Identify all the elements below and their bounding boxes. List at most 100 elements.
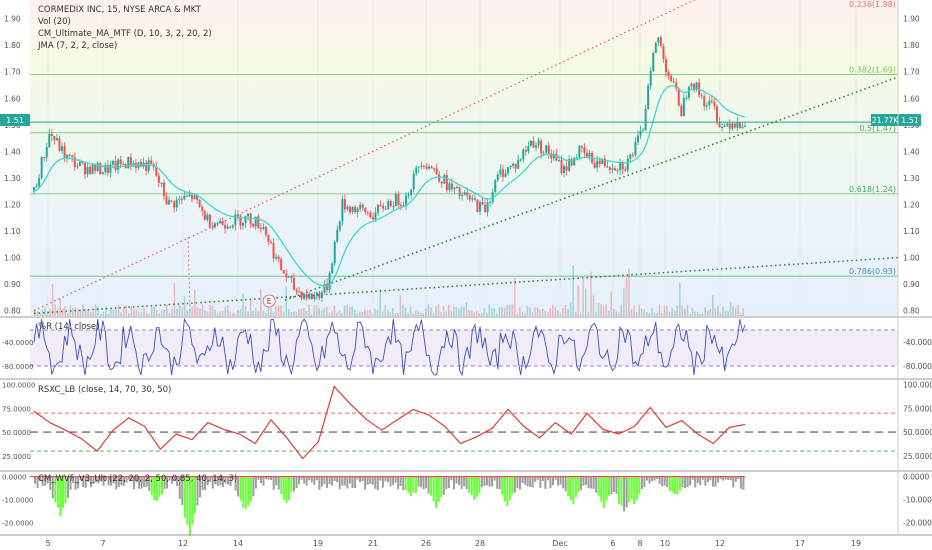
volume-bar: [331, 311, 333, 316]
moving-average-line: [33, 85, 746, 287]
candle-body: [318, 292, 321, 298]
price-pane-background: [30, 0, 898, 316]
fib-level-label: 0.786(0.93): [849, 267, 896, 276]
volume-bar: [51, 284, 54, 316]
volume-bar: [468, 309, 470, 316]
candle-body: [435, 168, 438, 175]
volume-bar: [727, 311, 729, 316]
earnings-marker[interactable]: E: [262, 294, 276, 308]
indicator-legend-ma: CM_Ultimate_MA_MTF (D, 10, 3, 2, 20, 2): [38, 29, 212, 39]
volume-bar: [92, 311, 95, 316]
volume-bar: [381, 311, 384, 316]
volume-bar: [229, 311, 232, 316]
candle-body: [703, 96, 706, 107]
candle-body: [341, 199, 344, 222]
volume-bar: [689, 313, 691, 316]
last-volume: 21.77K: [872, 116, 899, 125]
wvf-pane[interactable]: CM_WVF_V3_Ult (22, 20, 2, 50, 0.85, 40, …: [2, 472, 932, 537]
volume-bar: [691, 307, 694, 316]
williams-r-pane[interactable]: %R (14, close) -40.0000-40.0000-80.0000-…: [2, 317, 932, 378]
volume-bar: [219, 311, 221, 316]
volume-bar: [61, 308, 64, 316]
candle-body: [509, 165, 512, 168]
wvf-bar: [280, 476, 283, 495]
wvf-bar: [125, 476, 128, 483]
wvf-bar: [508, 476, 511, 501]
candle-body: [211, 227, 214, 229]
volume-bar: [285, 286, 287, 316]
candle-body: [40, 157, 43, 179]
volume-bar: [706, 310, 709, 316]
wvf-bar: [323, 476, 326, 485]
volume-bar: [336, 313, 338, 316]
candle-body: [106, 165, 109, 173]
wvf-bar: [206, 476, 209, 486]
volume-bar: [544, 311, 546, 316]
wvf-bar: [562, 476, 565, 489]
candle-body: [244, 215, 247, 223]
price-pane[interactable]: 0.236(1.98) 0.382(1.69) 0.5(1.47) 0.618(1.2…: [0, 0, 921, 316]
candle-body: [206, 214, 209, 220]
volume-bar: [640, 308, 643, 316]
candle-body: [389, 200, 392, 207]
candle-body: [499, 169, 502, 175]
williams-r-line: [33, 317, 746, 377]
candle-body: [693, 83, 696, 91]
wvf-bar: [51, 476, 54, 499]
volume-bar: [686, 304, 689, 316]
candle-body: [519, 159, 522, 161]
volume-bar: [673, 310, 676, 316]
channel-segment-dotted: [187, 236, 191, 311]
price-axis-label-left: 1.80: [4, 41, 21, 50]
candle-body: [226, 226, 229, 229]
candle-body: [659, 37, 662, 46]
volume-bar: [651, 307, 653, 316]
price-axis-label: 0.90: [903, 280, 920, 289]
candle-body: [596, 160, 599, 168]
wvf-bar: [719, 476, 722, 480]
candle-body: [560, 159, 563, 174]
time-axis[interactable]: 5 7 12 14 19 21 26 28 Dec 6 8 10 12 17 19: [45, 539, 861, 548]
rsxc-pane[interactable]: RSXC_LB (close, 14, 70, 30, 50) 100.0000…: [2, 380, 932, 470]
wvf-bar: [331, 476, 334, 486]
wvf-bar: [552, 476, 555, 486]
wvf-bar: [602, 476, 605, 508]
candle-body: [573, 157, 576, 166]
wvf-bar: [188, 476, 191, 537]
volume-bar: [140, 312, 143, 316]
wvf-bar: [574, 476, 577, 498]
wvf-bar: [633, 476, 636, 504]
candle-body: [216, 223, 219, 225]
candle-body: [486, 202, 489, 213]
time-axis-label: 7: [100, 539, 105, 548]
candle-body: [738, 122, 741, 129]
wvf-bar: [369, 476, 372, 484]
candle-body: [150, 160, 153, 165]
wvf-bar: [72, 476, 75, 483]
wvf-bar: [183, 476, 186, 518]
wvf-bar: [232, 476, 235, 480]
wvf-bar: [643, 476, 646, 488]
last-price-right: 1.51: [901, 116, 919, 125]
volume-bar: [287, 308, 290, 316]
last-price-badge-right-bg: [899, 114, 921, 126]
last-price-badge-right: 1.51: [899, 114, 921, 126]
candle-body: [410, 189, 413, 196]
candle-body: [346, 206, 349, 210]
candle-body: [379, 204, 382, 206]
wvf-axis-label: -20.0000: [903, 519, 932, 528]
candle-body: [328, 273, 331, 290]
volume-bar: [711, 295, 714, 316]
rsxc-background: [30, 380, 898, 470]
candle-body: [445, 175, 448, 191]
volume-bar: [94, 304, 97, 316]
candle-body: [61, 146, 64, 151]
wvf-bar: [290, 476, 293, 493]
candle-body: [420, 165, 423, 167]
candle-body: [320, 292, 323, 298]
volume-bar: [440, 312, 442, 316]
wvf-bar: [554, 476, 557, 480]
earnings-marker-circle[interactable]: [262, 294, 276, 308]
volume-bar: [366, 310, 369, 316]
